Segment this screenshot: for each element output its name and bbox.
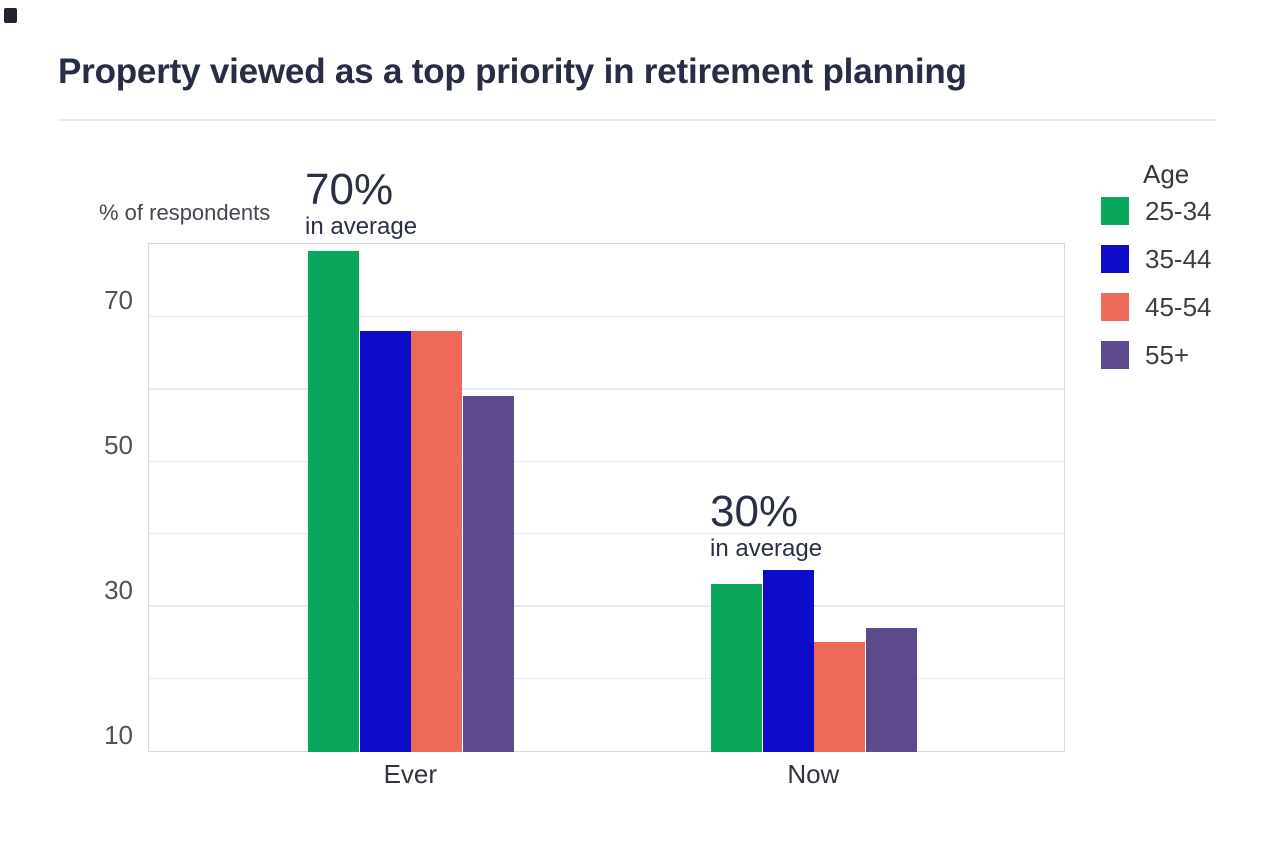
plot-area <box>148 243 1065 753</box>
bar-ever-25-34 <box>308 251 359 753</box>
annotation-value: 30% <box>710 487 799 536</box>
legend-label: 25-34 <box>1145 195 1212 226</box>
gridline-50 <box>149 460 1064 463</box>
title-divider <box>58 119 1216 121</box>
legend-item-25-34: 25-34 <box>1101 195 1212 226</box>
legend-item-35-44: 35-44 <box>1101 243 1212 274</box>
x-label-ever: Ever <box>383 759 438 789</box>
bar-now-45-54 <box>814 642 865 753</box>
legend-swatch-icon <box>1101 245 1129 273</box>
bar-now-55+ <box>866 627 917 753</box>
bar-ever-35-44 <box>360 330 411 753</box>
y-tick-10: 10 <box>104 720 133 750</box>
legend-swatch-icon <box>1101 197 1129 225</box>
gridline-20 <box>149 677 1064 680</box>
bar-ever-45-54 <box>411 330 462 753</box>
legend-label: 35-44 <box>1145 243 1212 274</box>
gridline-70 <box>149 315 1064 318</box>
legend-title: Age <box>1143 159 1190 189</box>
gridline-30 <box>149 605 1064 607</box>
gridline-40 <box>149 532 1064 535</box>
y-tick-30: 30 <box>104 575 133 606</box>
annotation-now: 30% in average <box>710 489 822 562</box>
bar-ever-55+ <box>463 396 514 753</box>
legend-swatch-icon <box>1101 341 1129 369</box>
annotation-subtext: in average <box>710 535 823 562</box>
corner-mark-icon <box>4 8 17 23</box>
legend-label: 45-54 <box>1145 291 1212 322</box>
bar-now-35-44 <box>763 569 814 753</box>
chart-title: Property viewed as a top priority in ret… <box>58 52 967 91</box>
legend-label: 55+ <box>1145 339 1190 370</box>
bar-now-25-34 <box>711 584 762 753</box>
gridline-60 <box>149 388 1064 390</box>
y-tick-70: 70 <box>104 285 133 316</box>
y-axis-unit-label: % of respondents <box>99 200 271 225</box>
legend: Age 25-34 35-44 45-54 55+ <box>1101 159 1212 389</box>
y-tick-50: 50 <box>104 430 133 461</box>
legend-swatch-icon <box>1101 293 1129 321</box>
legend-item-55+: 55+ <box>1101 339 1212 370</box>
annotation-ever: 70% in average <box>305 167 417 240</box>
annotation-subtext: in average <box>305 213 418 240</box>
annotation-value: 70% <box>305 165 394 214</box>
x-label-now: Now <box>787 759 840 789</box>
legend-items: 25-34 35-44 45-54 55+ <box>1101 195 1212 370</box>
legend-item-45-54: 45-54 <box>1101 291 1212 322</box>
